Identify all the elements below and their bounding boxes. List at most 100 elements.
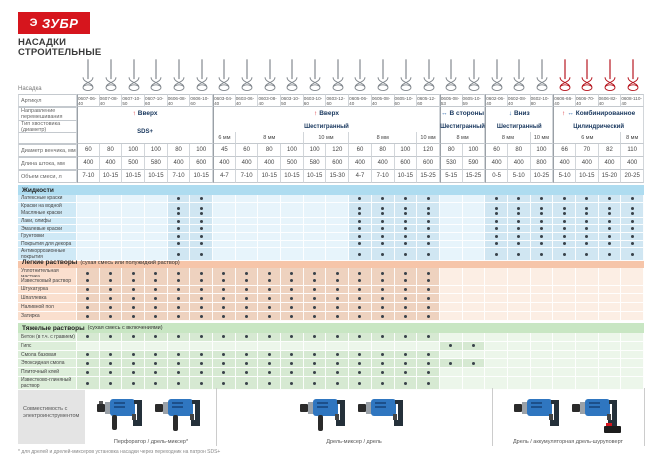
- material-row: Покрытия для декора: [18, 240, 644, 249]
- footnote: * для дрелей и дрелей-миксеров установка…: [18, 449, 221, 455]
- suitability-dot-icon: [290, 381, 294, 385]
- suitability-empty-cell: [485, 341, 508, 351]
- suitability-dot-cell: [190, 240, 214, 249]
- suitability-dot-icon: [358, 272, 362, 276]
- volume-value: 5-15: [439, 170, 463, 183]
- diameter-value: 100: [394, 144, 418, 157]
- suitability-dot-icon: [539, 252, 543, 256]
- suitability-dot-icon: [381, 370, 385, 374]
- suitability-dot-cell: [553, 232, 576, 241]
- suitability-dot-cell: [281, 333, 304, 342]
- suitability-empty-cell: [167, 341, 191, 351]
- suitability-dot-cell: [303, 285, 327, 295]
- suitability-dot-icon: [109, 381, 113, 385]
- suitability-empty-cell: [621, 333, 644, 342]
- suitability-dot-icon: [313, 381, 317, 385]
- suitability-dot-cell: [77, 294, 100, 304]
- suitability-dot-cell: [235, 312, 259, 322]
- suitability-empty-cell: [485, 285, 508, 295]
- material-label: Эмалевые краски: [18, 225, 77, 233]
- suitability-empty-cell: [530, 333, 554, 342]
- suitability-dot-cell: [145, 350, 168, 360]
- volume-value: 15-25: [462, 170, 486, 183]
- suitability-empty-cell: [439, 276, 463, 286]
- suitability-empty-cell: [553, 333, 576, 342]
- suitability-dot-cell: [258, 350, 282, 360]
- suitability-dot-cell: [122, 350, 146, 360]
- suitability-dot-icon: [267, 305, 271, 309]
- suitability-empty-cell: [281, 210, 304, 218]
- article-number: 0606-66-40: [553, 94, 576, 107]
- article-number: 0603-08-40: [258, 94, 282, 107]
- diameter-value: 100: [190, 144, 214, 157]
- suitability-dot-cell: [417, 225, 440, 233]
- suitability-dot-icon: [86, 279, 90, 283]
- length-value: 400: [349, 157, 372, 170]
- suitability-dot-icon: [222, 353, 226, 357]
- suitability-dot-cell: [553, 225, 576, 233]
- suitability-dot-cell: [621, 217, 644, 226]
- direction-group-cell: ↑ Вверх: [213, 107, 440, 121]
- volume-value: 15-30: [326, 170, 350, 183]
- suitability-dot-cell: [167, 217, 191, 226]
- suitability-empty-cell: [621, 294, 644, 304]
- suitability-empty-cell: [145, 195, 168, 203]
- suitability-dot-icon: [199, 227, 203, 231]
- section-header: Легкие растворы (сухая смесь или полужидк…: [18, 257, 644, 268]
- suitability-dot-cell: [394, 333, 418, 342]
- length-row-label: Длина штока, мм: [18, 157, 77, 170]
- material-row: Краски на водной основе: [18, 202, 644, 216]
- suitability-empty-cell: [439, 312, 463, 322]
- suitability-dot-cell: [417, 210, 440, 218]
- suitability-empty-cell: [303, 195, 327, 203]
- suitability-dot-icon: [290, 279, 294, 283]
- suitability-dot-cell: [485, 217, 508, 226]
- suitability-dot-cell: [598, 248, 622, 262]
- material-row: Эмалевые краски: [18, 225, 644, 233]
- suitability-dot-icon: [403, 305, 407, 309]
- suitability-empty-cell: [598, 285, 622, 295]
- suitability-empty-cell: [145, 240, 168, 249]
- suitability-dot-icon: [245, 296, 249, 300]
- suitability-empty-cell: [485, 350, 508, 360]
- length-value: 400: [553, 157, 576, 170]
- suitability-dot-icon: [539, 234, 543, 238]
- suitability-dot-cell: [598, 232, 622, 241]
- suitability-empty-cell: [213, 248, 236, 262]
- suitability-dot-cell: [77, 359, 100, 369]
- suitability-empty-cell: [303, 217, 327, 226]
- suitability-dot-icon: [109, 287, 113, 291]
- suitability-dot-icon: [630, 252, 634, 256]
- suitability-dot-cell: [258, 276, 282, 286]
- suitability-dot-cell: [621, 195, 644, 203]
- suitability-dot-icon: [403, 207, 407, 211]
- shank-size-cell: 10 мм: [417, 132, 440, 144]
- volume-value: 10-25: [530, 170, 554, 183]
- suitability-dot-icon: [403, 272, 407, 276]
- suitability-dot-cell: [417, 312, 440, 322]
- shank-size-cell: 8 мм: [621, 132, 644, 144]
- suitability-dot-icon: [335, 314, 339, 318]
- suitability-dot-cell: [167, 240, 191, 249]
- suitability-dot-cell: [303, 368, 327, 378]
- suitability-dot-cell: [190, 248, 214, 262]
- suitability-dot-icon: [177, 219, 181, 223]
- material-row: Шпатлевка: [18, 294, 644, 304]
- mixer-nozzle-image: [463, 54, 486, 94]
- suitability-dot-cell: [349, 350, 372, 360]
- length-value: 400: [213, 157, 236, 170]
- suitability-empty-cell: [258, 210, 282, 218]
- suitability-dot-cell: [394, 294, 418, 304]
- suitability-dot-icon: [154, 361, 158, 365]
- suitability-dot-icon: [245, 381, 249, 385]
- suitability-dot-cell: [417, 195, 440, 203]
- suitability-dot-icon: [199, 305, 203, 309]
- suitability-empty-cell: [439, 285, 463, 295]
- suitability-dot-cell: [394, 240, 418, 249]
- suitability-empty-cell: [439, 217, 463, 226]
- suitability-dot-icon: [381, 227, 385, 231]
- suitability-dot-cell: [190, 312, 214, 322]
- suitability-dot-cell: [99, 359, 123, 369]
- suitability-dot-icon: [131, 305, 135, 309]
- suitability-empty-cell: [507, 341, 531, 351]
